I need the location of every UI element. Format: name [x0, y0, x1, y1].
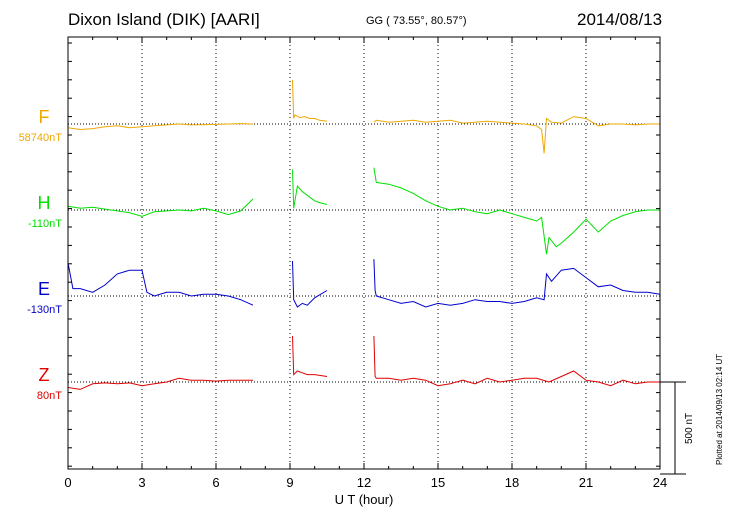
series-f-line: [292, 79, 328, 122]
x-axis-label: U T (hour): [335, 492, 394, 507]
series-layer: [67, 79, 661, 390]
series-e-line: [67, 262, 254, 306]
station-title: Dixon Island (DIK) [AARI]: [68, 10, 260, 29]
series-z-line: [67, 377, 253, 390]
series-f-line: [67, 123, 254, 131]
x-tick-label: 0: [64, 475, 71, 490]
scale-bar-label: 500 nT: [684, 413, 695, 444]
series-baseline-f: 58740nT: [19, 132, 63, 144]
x-tick-label: 21: [579, 475, 593, 490]
series-f-line: [373, 116, 660, 154]
x-tick-label: 12: [357, 475, 371, 490]
series-name-h: H: [38, 193, 51, 213]
series-h-line: [373, 167, 660, 255]
series-h-line: [67, 198, 254, 217]
x-tick-label: 6: [212, 475, 219, 490]
x-tick-label: 9: [286, 475, 293, 490]
label-layer: F 58740nT H -110nT E -130nT Z 80nT: [19, 107, 63, 402]
x-tick-label: 24: [653, 475, 667, 490]
series-name-z: Z: [39, 365, 50, 385]
series-e-line: [292, 260, 328, 308]
x-tick-label: 15: [431, 475, 445, 490]
series-baseline-e: -130nT: [27, 304, 62, 316]
axis-layer: 0 3 6 9 12 15 18 21 24: [64, 37, 667, 490]
series-baseline-h: -110nT: [28, 218, 62, 230]
plotted-at-note: Plotted at 2014/09/13 02:14 UT: [715, 354, 724, 465]
series-z-line: [373, 335, 660, 387]
series-baseline-z: 80nT: [37, 390, 62, 402]
x-tick-label: 3: [138, 475, 145, 490]
scale-bar: 500 nT: [660, 381, 695, 475]
series-z-line: [292, 335, 328, 377]
grid-layer: [141, 37, 587, 469]
series-name-e: E: [38, 279, 50, 299]
geographic-coords: GG ( 73.55°, 80.57°): [366, 15, 467, 27]
plot-date: 2014/08/13: [577, 10, 663, 29]
x-tick-label: 18: [505, 475, 519, 490]
series-name-f: F: [39, 107, 50, 127]
series-h-line: [292, 169, 328, 209]
series-e-line: [373, 259, 661, 308]
